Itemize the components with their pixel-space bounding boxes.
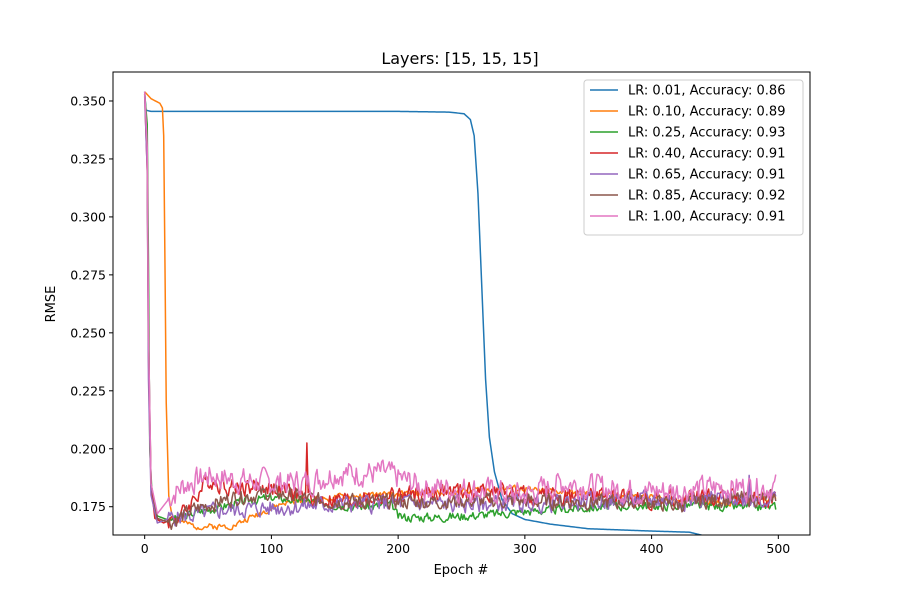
plot-lines — [143, 91, 777, 535]
plot-frame — [112, 71, 811, 536]
y-tick-label: 0.350 — [70, 93, 106, 108]
x-tick-label: 500 — [766, 541, 790, 556]
chart-title: Layers: [15, 15, 15] — [381, 49, 538, 68]
legend-label: LR: 0.01, Accuracy: 0.86 — [628, 84, 785, 99]
y-tick-label: 0.200 — [70, 441, 106, 456]
x-tick-label: 200 — [386, 541, 410, 556]
legend-label: LR: 0.25, Accuracy: 0.93 — [628, 126, 785, 141]
y-tick-label: 0.250 — [70, 325, 106, 340]
x-tick-label: 400 — [640, 541, 664, 556]
y-axis: 0.175 0.200 0.225 0.250 0.275 0.300 0.325 0.350 — [70, 93, 113, 514]
x-axis-label: Epoch # — [434, 563, 489, 578]
legend-label: LR: 1.00, Accuracy: 0.91 — [628, 210, 785, 225]
legend: LR: 0.01, Accuracy: 0.86 LR: 0.10, Accura… — [583, 79, 804, 236]
y-tick-label: 0.175 — [70, 499, 106, 514]
legend-label: LR: 0.85, Accuracy: 0.92 — [628, 189, 785, 204]
x-tick-label: 300 — [513, 541, 537, 556]
legend-label: LR: 0.10, Accuracy: 0.89 — [628, 105, 785, 120]
legend-label: LR: 0.65, Accuracy: 0.91 — [628, 168, 785, 183]
y-tick-label: 0.275 — [70, 267, 106, 282]
legend-label: LR: 0.40, Accuracy: 0.91 — [628, 147, 785, 162]
series-line-6 — [143, 91, 777, 531]
y-tick-label: 0.325 — [70, 151, 106, 166]
x-tick-label: 100 — [259, 541, 283, 556]
legend-box — [583, 79, 804, 236]
series-line-1 — [143, 91, 705, 535]
y-tick-label: 0.300 — [70, 209, 106, 224]
y-axis-label: RMSE — [44, 286, 59, 323]
y-tick-label: 0.225 — [70, 383, 106, 398]
series-line-7 — [143, 91, 777, 515]
x-tick-label: 0 — [141, 541, 149, 556]
x-axis: 0 100 200 300 400 500 — [141, 535, 790, 556]
